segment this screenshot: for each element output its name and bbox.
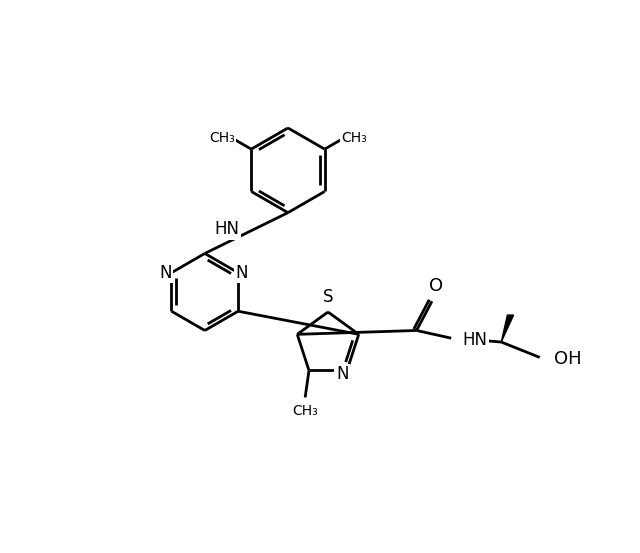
Text: OH: OH (554, 350, 581, 368)
Text: HN: HN (462, 331, 487, 349)
Text: HN: HN (214, 220, 239, 238)
Text: S: S (323, 288, 333, 306)
Text: N: N (236, 264, 248, 281)
Polygon shape (501, 315, 513, 342)
Text: CH₃: CH₃ (292, 404, 318, 418)
Text: N: N (159, 264, 172, 281)
Text: CH₃: CH₃ (209, 132, 235, 145)
Text: N: N (336, 366, 349, 383)
Text: CH₃: CH₃ (341, 132, 367, 145)
Text: O: O (429, 277, 443, 295)
